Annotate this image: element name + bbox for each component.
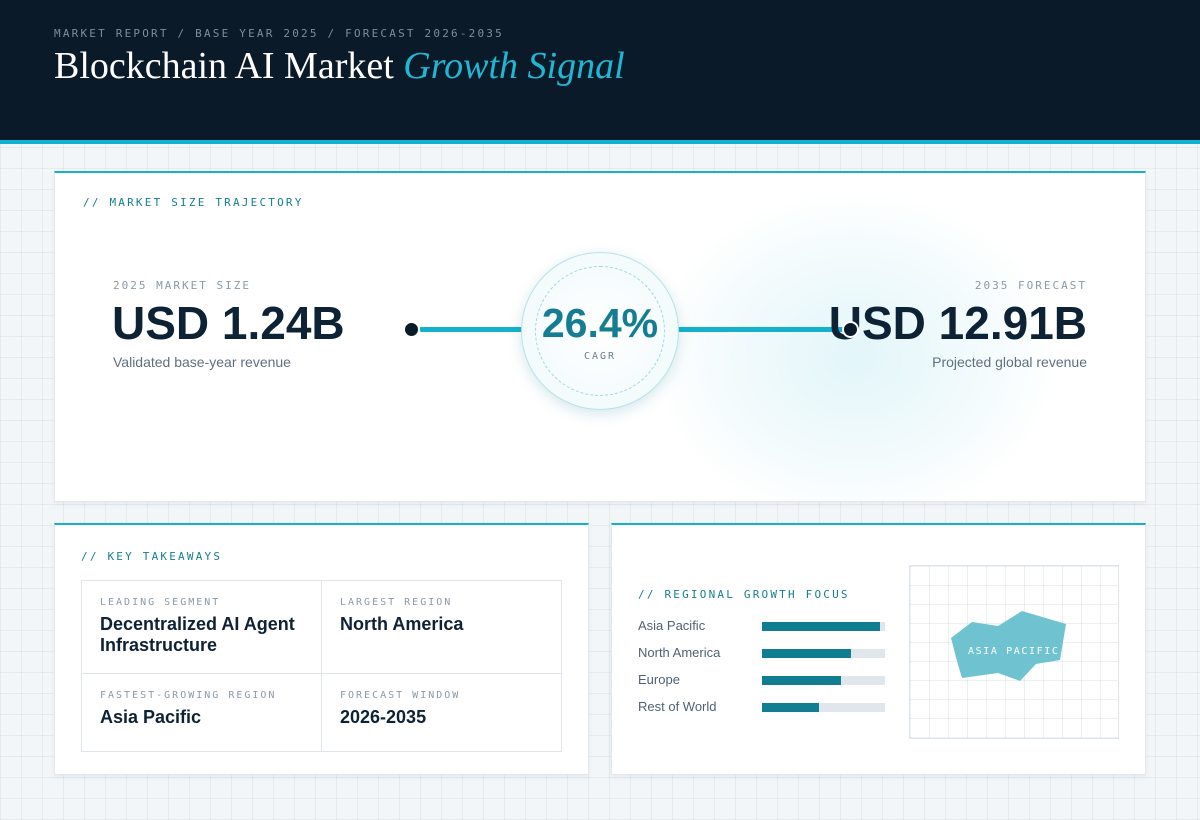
- region-bar-track: [762, 622, 885, 631]
- key-takeaways-card: // KEY TAKEAWAYS LEADING SEGMENT Decentr…: [54, 523, 589, 775]
- takeaway-value: Asia Pacific: [100, 707, 202, 727]
- takeaway-value: Decentralized AI Agent Infrastructure: [100, 614, 295, 655]
- asia-pacific-map-shape: [951, 611, 1066, 681]
- cagr-label: CAGR: [583, 351, 617, 362]
- trajectory-line-left: [419, 327, 529, 332]
- region-bar-fill: [762, 703, 819, 712]
- region-name: Rest of World: [638, 699, 717, 714]
- takeaway-cell: FORECAST WINDOW 2026-2035: [322, 674, 561, 751]
- region-name: Asia Pacific: [638, 618, 706, 633]
- report-header: MARKET REPORT / BASE YEAR 2025 / FORECAS…: [0, 0, 1200, 144]
- start-point-dot: [403, 321, 420, 338]
- region-name: North America: [638, 645, 721, 660]
- forecast-value: USD 12.91B: [828, 297, 1087, 349]
- base-year-label: 2025 MARKET SIZE: [113, 279, 251, 292]
- region-bar-track: [762, 649, 885, 658]
- takeaway-cell: LEADING SEGMENT Decentralized AI Agent I…: [82, 581, 321, 673]
- cagr-inner-ring: [535, 266, 665, 396]
- region-name: Europe: [638, 672, 680, 687]
- grid-divider-horizontal: [82, 673, 561, 674]
- takeaway-value: 2026-2035: [340, 707, 427, 727]
- takeaway-label: LEADING SEGMENT: [100, 597, 221, 608]
- takeaway-cell: LARGEST REGION North America: [322, 581, 561, 673]
- base-year-value: USD 1.24B: [112, 297, 345, 349]
- map-region-label: ASIA PACIFIC: [968, 646, 1060, 657]
- region-bar-track: [762, 676, 885, 685]
- background-glow: [655, 193, 1055, 501]
- market-size-trajectory-card: // MARKET SIZE TRAJECTORY 2025 MARKET SI…: [54, 171, 1146, 502]
- forecast-label: 2035 FORECAST: [974, 279, 1087, 292]
- forecast-caption: Projected global revenue: [932, 354, 1087, 370]
- title-main: Blockchain AI Market: [54, 45, 404, 87]
- base-year-caption: Validated base-year revenue: [113, 354, 291, 370]
- takeaway-cell: FASTEST-GROWING REGION Asia Pacific: [82, 674, 321, 751]
- region-map: ASIA PACIFIC: [909, 565, 1119, 739]
- title-accent: Growth Signal: [403, 45, 625, 87]
- takeaways-grid: LEADING SEGMENT Decentralized AI Agent I…: [81, 580, 562, 752]
- takeaway-value: North America: [340, 614, 464, 634]
- regional-growth-card: // REGIONAL GROWTH FOCUS Asia Pacific No…: [611, 523, 1146, 775]
- takeaway-label: FORECAST WINDOW: [340, 690, 461, 701]
- breadcrumb: MARKET REPORT / BASE YEAR 2025 / FORECAS…: [54, 27, 504, 40]
- takeaway-label: LARGEST REGION: [340, 597, 453, 608]
- region-bar-fill: [762, 649, 851, 658]
- region-bar-track: [762, 703, 885, 712]
- region-bar-fill: [762, 622, 881, 631]
- cagr-value: 26.4%: [541, 300, 659, 346]
- section-label: // REGIONAL GROWTH FOCUS: [638, 588, 850, 601]
- region-bar-fill: [762, 676, 841, 685]
- takeaway-label: FASTEST-GROWING REGION: [100, 690, 277, 701]
- trajectory-line-right: [663, 327, 849, 332]
- section-label: // MARKET SIZE TRAJECTORY: [83, 196, 304, 209]
- section-label: // KEY TAKEAWAYS: [81, 550, 223, 563]
- grid-divider-vertical: [321, 581, 322, 751]
- page-title: Blockchain AI Market Growth Signal: [54, 44, 625, 88]
- cagr-badge: 26.4% CAGR: [521, 252, 679, 410]
- end-point-dot: [842, 321, 859, 338]
